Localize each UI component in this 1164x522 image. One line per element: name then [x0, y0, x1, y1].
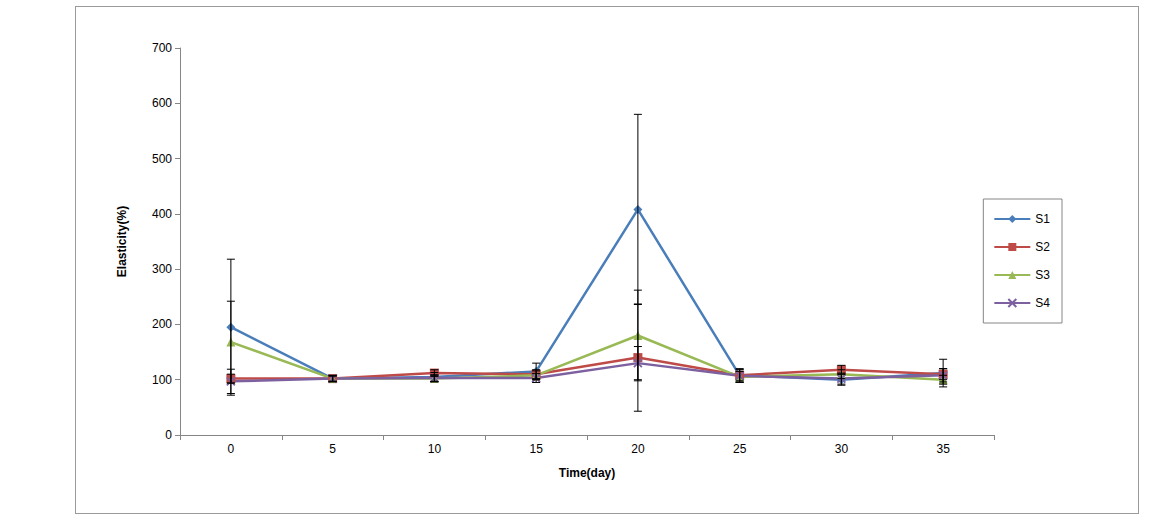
svg-text:Elasticity(%): Elasticity(%) — [115, 206, 129, 277]
svg-text:5: 5 — [329, 442, 336, 456]
svg-text:S4: S4 — [1035, 296, 1050, 310]
svg-text:15: 15 — [529, 442, 543, 456]
svg-text:700: 700 — [152, 41, 172, 55]
svg-text:35: 35 — [936, 442, 950, 456]
svg-text:Time(day): Time(day) — [559, 466, 615, 480]
svg-text:S1: S1 — [1035, 212, 1050, 226]
svg-text:400: 400 — [152, 207, 172, 221]
svg-text:25: 25 — [733, 442, 747, 456]
svg-text:0: 0 — [228, 442, 235, 456]
svg-text:S2: S2 — [1035, 240, 1050, 254]
svg-text:S3: S3 — [1035, 268, 1050, 282]
svg-text:300: 300 — [152, 262, 172, 276]
svg-text:200: 200 — [152, 317, 172, 331]
svg-text:0: 0 — [165, 428, 172, 442]
svg-text:20: 20 — [631, 442, 645, 456]
svg-text:500: 500 — [152, 152, 172, 166]
svg-text:30: 30 — [835, 442, 849, 456]
svg-text:600: 600 — [152, 96, 172, 110]
svg-text:100: 100 — [152, 373, 172, 387]
svg-text:10: 10 — [428, 442, 442, 456]
